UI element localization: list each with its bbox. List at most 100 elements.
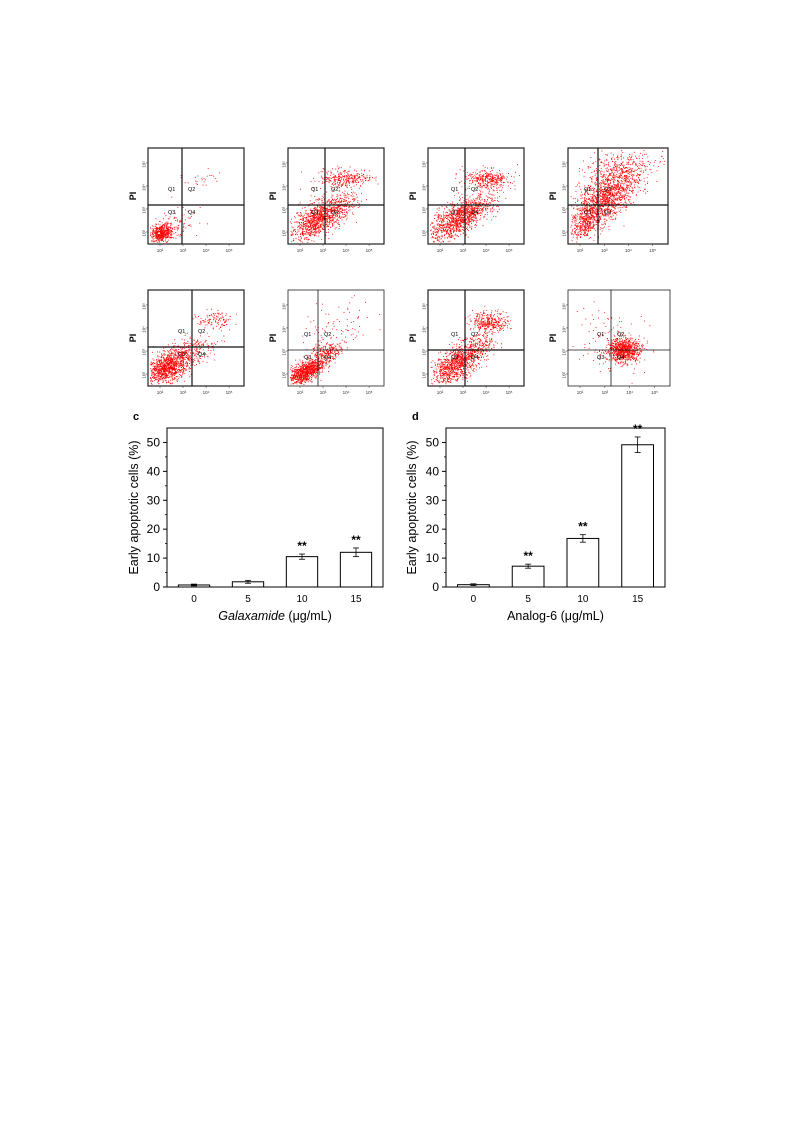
flow-dot [605,219,607,221]
flow-dot [458,211,460,212]
quadrant-label-q4: Q4 [331,210,338,216]
y-tick-label: 10⁴ [142,184,147,191]
flow-dot [346,184,348,186]
flow-dot [618,210,620,212]
flow-dot [587,231,589,233]
flow-dot [587,206,588,208]
x-tick-label: 10⁵ [226,248,233,253]
flow-dot [299,212,301,214]
flow-dot [582,194,583,196]
flow-dot [164,212,165,214]
flow-dot [318,220,320,222]
flow-dot [579,232,581,234]
flow-dot [357,200,359,202]
flow-dot [449,221,451,223]
flow-dot [484,200,486,202]
flow-dot [304,221,306,222]
flow-dot [649,168,651,170]
flow-dot [323,213,325,214]
flow-dot [314,224,316,225]
flow-dot [623,172,625,173]
flow-dot [490,198,492,199]
flow-dot [485,177,486,179]
flow-dot [306,224,308,226]
flow-dot [592,209,594,210]
flow-dot [446,232,447,234]
flow-dot [472,172,474,173]
flow-dot [314,216,315,218]
flow-dot [159,227,161,229]
flow-dot [580,188,582,190]
flow-dot [623,176,625,178]
flow-dot [605,196,606,198]
flow-dot [308,228,310,230]
flow-dot [462,210,464,212]
flow-dot [432,231,434,233]
flow-dot [444,235,445,237]
flow-dot [346,205,347,207]
flow-dot [167,218,169,220]
flow-dot [472,181,474,183]
flow-dot [473,206,475,208]
flow-dot [614,196,616,198]
flow-dot [332,195,334,197]
flow-dot [458,212,460,214]
flow-dot [438,216,440,218]
flow-dot [598,185,600,187]
flow-dot [474,184,476,186]
flow-dot [603,195,605,197]
flow-dot [629,183,631,185]
flow-dot [448,213,450,215]
flow-dot [323,217,325,218]
flow-dot [298,239,300,241]
flow-dot [593,192,595,193]
flow-dot [585,191,586,192]
flow-dot [350,174,352,175]
flow-dot [587,229,589,231]
flow-dot [472,210,474,212]
flow-dot [496,184,498,186]
flow-dot [589,177,591,179]
flow-dot [291,235,293,237]
flow-dot [477,177,478,179]
flow-dot [353,206,355,208]
flow-dot [162,224,164,226]
flow-dot [330,217,332,219]
flow-dot [164,225,166,227]
flow-dot [335,221,337,223]
flow-dot [477,181,478,182]
flow-dot [306,229,308,231]
flow-dot [622,191,624,192]
flow-dot [326,211,328,213]
flow-dot [458,210,460,211]
flow-dot [165,215,167,217]
flow-dot [308,216,310,218]
flow-dot [611,187,613,189]
flow-dot [348,182,350,184]
flow-dot [315,208,317,210]
flow-dot [339,187,340,189]
flow-dot [456,221,458,223]
flow-dot [479,212,481,214]
flow-dot [493,177,495,179]
flow-dot [589,187,590,189]
flow-dot [453,226,455,228]
flow-dot [616,211,618,213]
flow-dot [341,201,342,203]
flow-dot [503,181,505,183]
flow-dot [440,229,442,231]
flow-dot [435,214,437,216]
flow-dot [459,226,461,228]
flow-dot [318,217,320,219]
flow-dot [641,158,643,160]
flow-dot [469,180,470,182]
flow-dot [322,171,324,173]
flow-dot [590,196,592,198]
x-tick-label: 10³ [180,248,187,253]
flow-dot [342,209,344,211]
flow-dot [339,211,341,212]
flow-dot [303,230,305,232]
flow-dot [479,189,481,191]
flow-dot [159,221,161,222]
